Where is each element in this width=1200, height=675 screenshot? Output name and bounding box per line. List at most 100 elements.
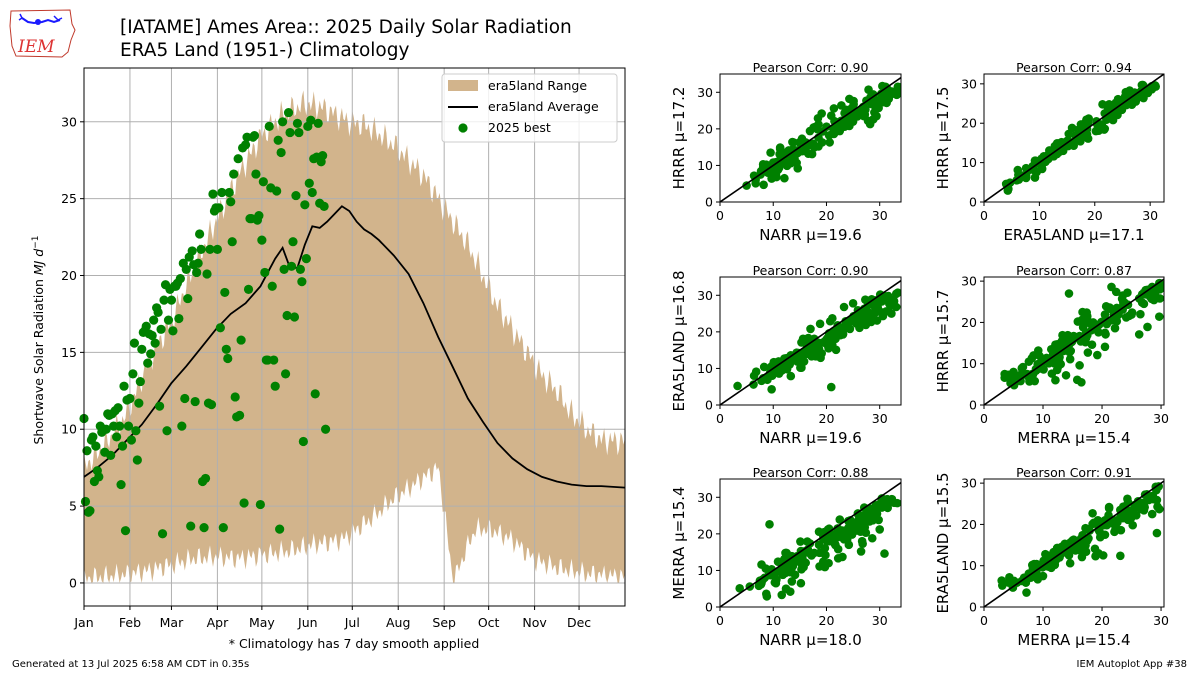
data-point (106, 450, 116, 460)
x-tick-label: Feb (119, 615, 141, 630)
scatter-point (762, 374, 771, 383)
x-tick-label: Dec (567, 615, 591, 630)
panel-y-label: MERRA μ=15.4 (670, 486, 688, 599)
scatter-point (822, 122, 831, 131)
scatter-point (1035, 351, 1044, 361)
scatter-point (1064, 289, 1074, 298)
scatter-point (817, 349, 826, 358)
generated-timestamp: Generated at 13 Jul 2025 6:58 AM CDT in … (12, 659, 250, 670)
data-point (288, 237, 298, 247)
scatter-point (1110, 323, 1120, 333)
panel-title: Pearson Corr: 0.87 (1016, 263, 1132, 278)
scatter-point (1022, 588, 1031, 597)
scatter-point (838, 552, 847, 562)
data-point (199, 523, 209, 533)
data-point (94, 472, 104, 482)
scatter-point (751, 179, 760, 188)
y-tick-label: 10 (697, 563, 713, 578)
data-point (117, 441, 128, 451)
x-tick-label: 0 (980, 208, 988, 223)
scatter-point (825, 138, 834, 147)
x-tick-label: May (249, 615, 275, 630)
data-point (125, 393, 135, 404)
x-tick-label: 20 (1094, 613, 1110, 628)
scatter-point (780, 354, 789, 363)
scatter-panel-4: 0 10 20 30 0 10 20 30 Pearson Corr: 0.87 MERRA μ=… (934, 263, 1169, 447)
data-point (196, 244, 206, 254)
data-point (202, 269, 212, 279)
scatter-point (824, 558, 833, 568)
panel-y-label: HRRR μ=17.5 (934, 87, 952, 190)
scatter-point (1027, 354, 1037, 363)
scatter-panel-1: 0 10 20 30 0 10 20 30 Pearson Corr: 0.90 NARR μ=1… (670, 60, 902, 244)
data-point (206, 400, 217, 410)
scatter-point (1093, 350, 1102, 360)
scatter-point (774, 163, 784, 173)
data-point (285, 127, 295, 138)
scatter-point (880, 90, 889, 99)
scatter-point (1139, 299, 1149, 309)
scatter-point (1121, 91, 1131, 101)
x-tick-label: Jun (297, 615, 318, 630)
data-point (240, 140, 251, 150)
data-point (217, 187, 227, 198)
scatter-point (1092, 119, 1102, 129)
scatter-point (858, 539, 867, 549)
one-to-one-line (984, 278, 1164, 405)
data-point (193, 258, 203, 268)
y-tick-label: 30 (697, 490, 713, 505)
data-point (126, 435, 137, 445)
scatter-point (1088, 508, 1097, 518)
y-tick-label: 30 (697, 85, 713, 100)
data-point (289, 312, 300, 322)
scatter-point (1064, 551, 1074, 560)
scatter-point (805, 126, 815, 136)
data-point (318, 151, 328, 161)
scatter-point (841, 105, 851, 115)
scatter-point (1131, 97, 1141, 106)
scatter-point (883, 503, 892, 513)
scatter-point (847, 530, 857, 539)
data-point (230, 392, 240, 402)
scatter-point (853, 112, 862, 121)
scatter-point (797, 146, 807, 156)
iem-logo: IEM (8, 6, 78, 62)
data-point (162, 426, 172, 436)
scatter-panel-2: 0 10 20 30 0 10 20 30 Pearson Corr: 0.94 ERA5LAND… (934, 60, 1165, 244)
data-point (159, 295, 169, 305)
data-point (224, 187, 234, 198)
scatter-point (1082, 308, 1091, 317)
x-tick-label: 20 (819, 411, 835, 426)
scatter-point (788, 137, 797, 147)
scatter-point (833, 524, 842, 533)
scatter-point (775, 566, 784, 576)
data-point (301, 254, 311, 264)
scatter-point (785, 587, 795, 596)
range-band (84, 90, 625, 583)
data-point (195, 229, 205, 239)
x-tick-label: 20 (1087, 208, 1103, 223)
scatter-point (830, 539, 840, 549)
panel-x-label: MERRA μ=15.4 (1017, 631, 1130, 649)
panel-points (984, 480, 1164, 607)
data-point (190, 396, 200, 407)
data-point (128, 369, 138, 379)
scatter-point (758, 574, 768, 584)
x-tick-label: 10 (1035, 613, 1051, 628)
scatter-point (870, 108, 879, 117)
data-point (227, 237, 237, 247)
scatter-point (834, 327, 844, 336)
scatter-point (1116, 513, 1125, 522)
data-point (168, 326, 178, 336)
data-point (208, 189, 218, 199)
climatology-chart: Shortwave Solar Radiation MJ d−1 * Clima… (31, 67, 626, 651)
data-point (267, 281, 277, 291)
data-point (114, 421, 125, 431)
scatter-point (880, 549, 889, 558)
legend: era5land Range era5land Average 2025 best (441, 73, 618, 143)
scatter-point (797, 338, 806, 347)
scatter-point (1143, 322, 1152, 332)
scatter-point (735, 584, 744, 593)
scatter-point (767, 166, 776, 175)
scatter-point (765, 520, 774, 529)
